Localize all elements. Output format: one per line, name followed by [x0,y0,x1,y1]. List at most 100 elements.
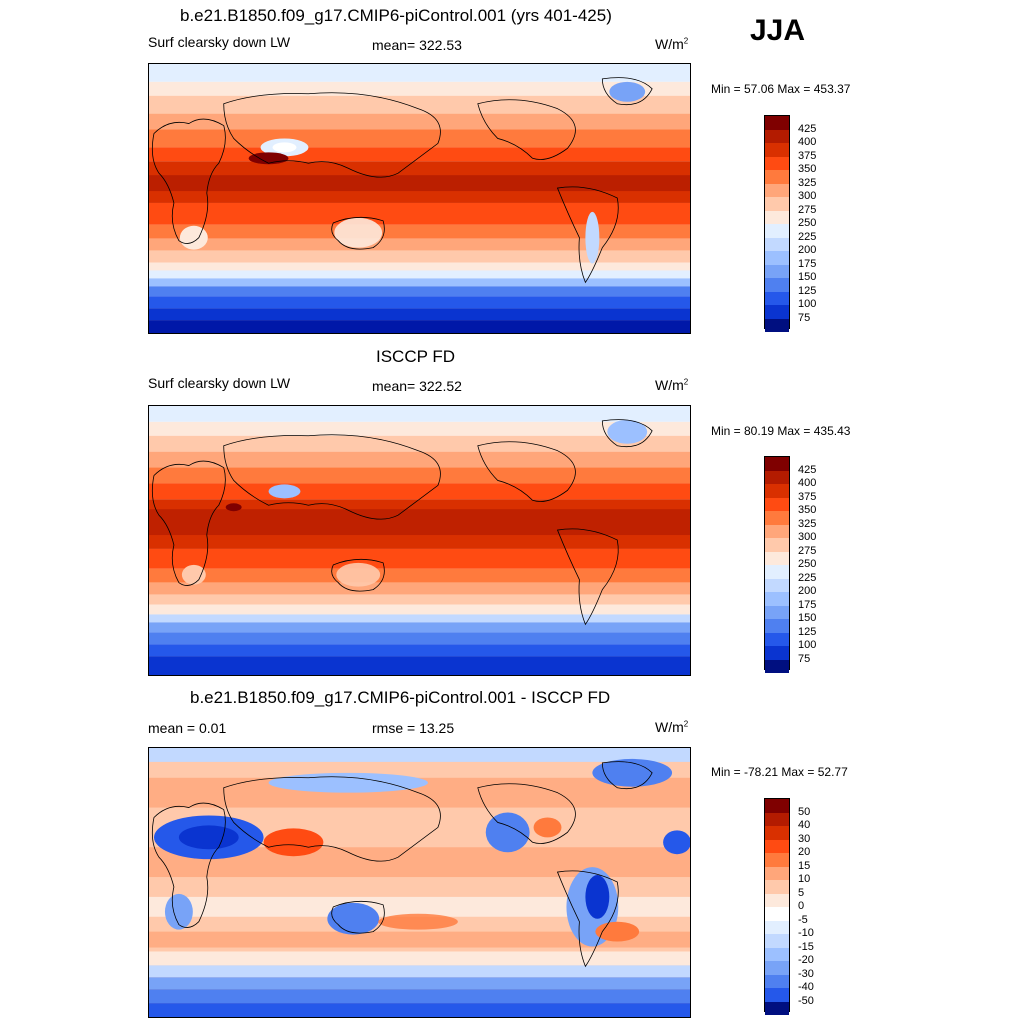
colorbar-tick-label: 5 [798,887,805,899]
colorbar-tick-label: 15 [798,860,811,872]
colorbar-segment [765,551,789,565]
panel-diff-minmax: Min = -78.21 Max = 52.77 [711,765,848,779]
colorbar-tick-label: 400 [798,477,817,489]
colorbar-segment [765,470,789,484]
panel-obs-variable: Surf clearsky down LW [148,375,291,391]
colorbar-segment [765,893,789,907]
colorbar-tick-label: 0 [798,900,805,912]
colorbar-tick-label: 20 [798,846,811,858]
colorbar-tick-label: -30 [798,968,814,980]
colorbar-tick-label: 200 [798,585,817,597]
colorbar-segment [765,497,789,511]
colorbar-tick-label: 325 [798,518,817,530]
colorbar-segment [765,318,789,332]
colorbar-segment [765,305,789,319]
colorbar-tick-label: -40 [798,981,814,993]
colorbar-segment [765,183,789,197]
colorbar-segment [765,1001,789,1015]
colorbar-segment [765,961,789,975]
main-title: b.e21.B1850.f09_g17.CMIP6-piControl.001 … [180,6,612,25]
panel-diff-colorbar [764,798,790,1015]
colorbar-segment [765,129,789,143]
colorbar-tick-label: 375 [798,150,817,162]
colorbar-segment [765,511,789,525]
colorbar-tick-label: 50 [798,806,811,818]
colorbar-segment [765,578,789,592]
colorbar-segment [765,210,789,224]
colorbar-segment [765,565,789,579]
colorbar-segment [765,251,789,265]
colorbar-segment [765,484,789,498]
colorbar-tick-label: 250 [798,558,817,570]
colorbar-segment [765,538,789,552]
colorbar-tick-label: 225 [798,231,817,243]
panel-model-variable: Surf clearsky down LW [148,34,291,50]
colorbar-tick-label: 150 [798,271,817,283]
panel-obs-mean: mean= 322.52 [372,378,462,394]
colorbar-segment [765,826,789,840]
colorbar-segment [765,839,789,853]
colorbar-tick-label: 375 [798,491,817,503]
colorbar-tick-label: 125 [798,285,817,297]
colorbar-tick-label: 75 [798,653,811,665]
panel-obs-units: W/m2 [655,377,689,393]
panel-model-map [148,63,691,334]
colorbar-tick-label: 425 [798,464,817,476]
colorbar-segment [765,619,789,633]
panel-diff-mean: mean = 0.01 [148,720,227,736]
colorbar-segment [765,853,789,867]
colorbar-tick-label: 275 [798,204,817,216]
panel-diff-title: b.e21.B1850.f09_g17.CMIP6-piControl.001 … [190,688,611,707]
colorbar-segment [765,224,789,238]
colorbar-tick-label: 10 [798,873,811,885]
panel-model-colorbar [764,115,790,332]
panel-obs-title: ISCCP FD [376,347,456,366]
panel-diff-map [148,747,691,1018]
colorbar-tick-label: 175 [798,599,817,611]
panel-obs-colorbar [764,456,790,673]
panel-obs-minmax: Min = 80.19 Max = 435.43 [711,424,851,438]
colorbar-tick-label: 75 [798,312,811,324]
colorbar-segment [765,237,789,251]
colorbar-segment [765,524,789,538]
colorbar-tick-label: -50 [798,995,814,1007]
colorbar-segment [765,170,789,184]
colorbar-segment [765,592,789,606]
colorbar-segment [765,143,789,157]
colorbar-segment [765,156,789,170]
colorbar-tick-label: 425 [798,123,817,135]
colorbar-segment [765,947,789,961]
panel-model-units: W/m2 [655,36,689,52]
colorbar-segment [765,659,789,673]
colorbar-segment [765,278,789,292]
colorbar-segment [765,907,789,921]
colorbar-segment [765,116,789,130]
colorbar-tick-label: 100 [798,639,817,651]
colorbar-tick-label: -15 [798,941,814,953]
colorbar-tick-label: 325 [798,177,817,189]
colorbar-segment [765,457,789,471]
colorbar-segment [765,197,789,211]
colorbar-tick-label: 100 [798,298,817,310]
colorbar-segment [765,880,789,894]
colorbar-tick-label: 300 [798,190,817,202]
colorbar-segment [765,812,789,826]
colorbar-segment [765,866,789,880]
colorbar-tick-label: -10 [798,927,814,939]
colorbar-tick-label: -20 [798,954,814,966]
panel-obs-map [148,405,691,676]
colorbar-segment [765,632,789,646]
panel-model-minmax: Min = 57.06 Max = 453.37 [711,82,851,96]
colorbar-segment [765,934,789,948]
colorbar-tick-label: 300 [798,531,817,543]
colorbar-tick-label: 400 [798,136,817,148]
season-label: JJA [750,14,806,47]
colorbar-tick-label: 200 [798,244,817,256]
colorbar-tick-label: 30 [798,833,811,845]
panel-model-mean: mean= 322.53 [372,37,462,53]
colorbar-tick-label: 175 [798,258,817,270]
colorbar-tick-label: 350 [798,163,817,175]
colorbar-tick-label: 125 [798,626,817,638]
colorbar-segment [765,605,789,619]
colorbar-tick-label: -5 [798,914,808,926]
